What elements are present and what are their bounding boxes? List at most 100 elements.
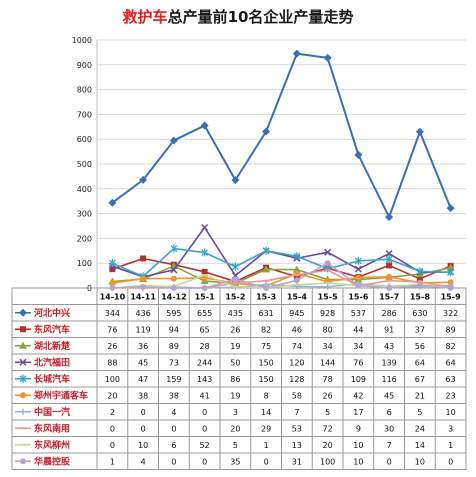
data-point	[109, 284, 116, 291]
data-label: 19	[230, 391, 240, 400]
x-tick-label: 14-12	[161, 292, 187, 301]
data-point	[109, 266, 116, 273]
data-label: 36	[138, 342, 148, 351]
x-tick-label: 15-8	[410, 292, 430, 301]
data-label: 3	[448, 424, 453, 433]
data-label: 0	[110, 441, 115, 450]
data-label: 10	[353, 457, 363, 466]
data-label: 10	[446, 408, 456, 417]
data-point	[170, 285, 177, 291]
x-tick-label: 15-4	[287, 292, 307, 301]
data-point	[355, 282, 362, 289]
data-label: 0	[202, 408, 207, 417]
legend-label: 华晨控股	[34, 455, 71, 467]
data-label: 63	[446, 375, 456, 384]
data-label: 91	[384, 325, 394, 334]
data-label: 82	[446, 342, 456, 351]
data-label: 20	[230, 424, 240, 433]
data-point	[416, 267, 424, 276]
data-label: 655	[197, 309, 212, 318]
data-label: 89	[169, 342, 179, 351]
data-label: 0	[264, 457, 269, 466]
legend-label: 中国一汽	[34, 406, 70, 418]
data-point	[385, 249, 393, 258]
data-label: 13	[292, 441, 302, 450]
data-label: 43	[384, 342, 394, 351]
y-tick-label: 200	[77, 234, 92, 243]
data-label: 119	[135, 325, 150, 334]
data-label: 0	[141, 408, 146, 417]
data-label: 436	[135, 309, 150, 318]
data-label: 5	[233, 441, 238, 450]
x-tick-label: 15-6	[348, 292, 368, 301]
data-point	[292, 265, 301, 273]
data-label: 41	[200, 391, 210, 400]
data-point	[416, 275, 423, 282]
series-line	[112, 262, 451, 289]
data-point	[109, 280, 116, 287]
data-label: 67	[415, 375, 425, 384]
data-label: 64	[415, 358, 425, 367]
data-label: 0	[110, 424, 115, 433]
data-label: 80	[323, 325, 333, 334]
data-label: 100	[105, 375, 120, 384]
data-point	[385, 255, 393, 264]
data-label: 1	[448, 441, 453, 450]
data-label: 94	[169, 325, 179, 334]
data-label: 46	[292, 325, 302, 334]
data-point	[262, 265, 271, 273]
data-label: 0	[171, 424, 176, 433]
data-label: 31	[292, 457, 302, 466]
x-tick-label: 14-10	[100, 292, 126, 301]
data-label: 72	[323, 424, 333, 433]
data-point	[324, 283, 331, 290]
data-label: 75	[261, 342, 271, 351]
data-label: 435	[228, 309, 243, 318]
data-label: 4	[141, 457, 146, 466]
data-point	[20, 392, 26, 399]
data-label: 45	[384, 391, 394, 400]
data-point	[354, 256, 362, 265]
data-label: 7	[387, 441, 392, 450]
data-label: 38	[169, 391, 179, 400]
data-label: 0	[202, 457, 207, 466]
data-label: 286	[381, 309, 396, 318]
legend-label: 河北中兴	[34, 307, 70, 319]
y-tick-label: 800	[77, 86, 92, 95]
data-label: 20	[107, 391, 117, 400]
data-label: 20	[323, 441, 333, 450]
data-point	[355, 274, 362, 281]
data-label: 30	[384, 424, 394, 433]
data-label: 64	[446, 358, 456, 367]
legend-label: 东风南用	[34, 422, 70, 434]
series-10	[109, 260, 454, 291]
data-label: 2	[110, 408, 115, 417]
data-label: 88	[107, 358, 117, 367]
legend-label: 湖北新楚	[34, 340, 71, 352]
data-point	[170, 244, 178, 253]
data-point	[200, 121, 209, 130]
data-label: 19	[230, 342, 240, 351]
data-label: 244	[197, 358, 212, 367]
data-label: 26	[323, 391, 333, 400]
data-point	[293, 277, 300, 284]
data-label: 34	[323, 342, 333, 351]
data-label: 86	[230, 375, 240, 384]
data-point	[446, 204, 455, 213]
data-label: 0	[171, 457, 176, 466]
data-label: 1	[264, 441, 269, 450]
data-label: 34	[353, 342, 363, 351]
data-label: 0	[202, 424, 207, 433]
data-label: 595	[166, 309, 181, 318]
data-label: 42	[353, 391, 363, 400]
y-tick-label: 700	[77, 110, 92, 119]
data-label: 23	[446, 391, 456, 400]
data-label: 14	[261, 408, 271, 417]
data-label: 630	[412, 309, 427, 318]
data-point	[169, 136, 178, 145]
y-tick-label: 300	[77, 210, 92, 219]
data-label: 29	[261, 424, 271, 433]
data-label: 5	[417, 408, 422, 417]
data-label: 6	[387, 408, 392, 417]
data-label: 116	[381, 375, 396, 384]
